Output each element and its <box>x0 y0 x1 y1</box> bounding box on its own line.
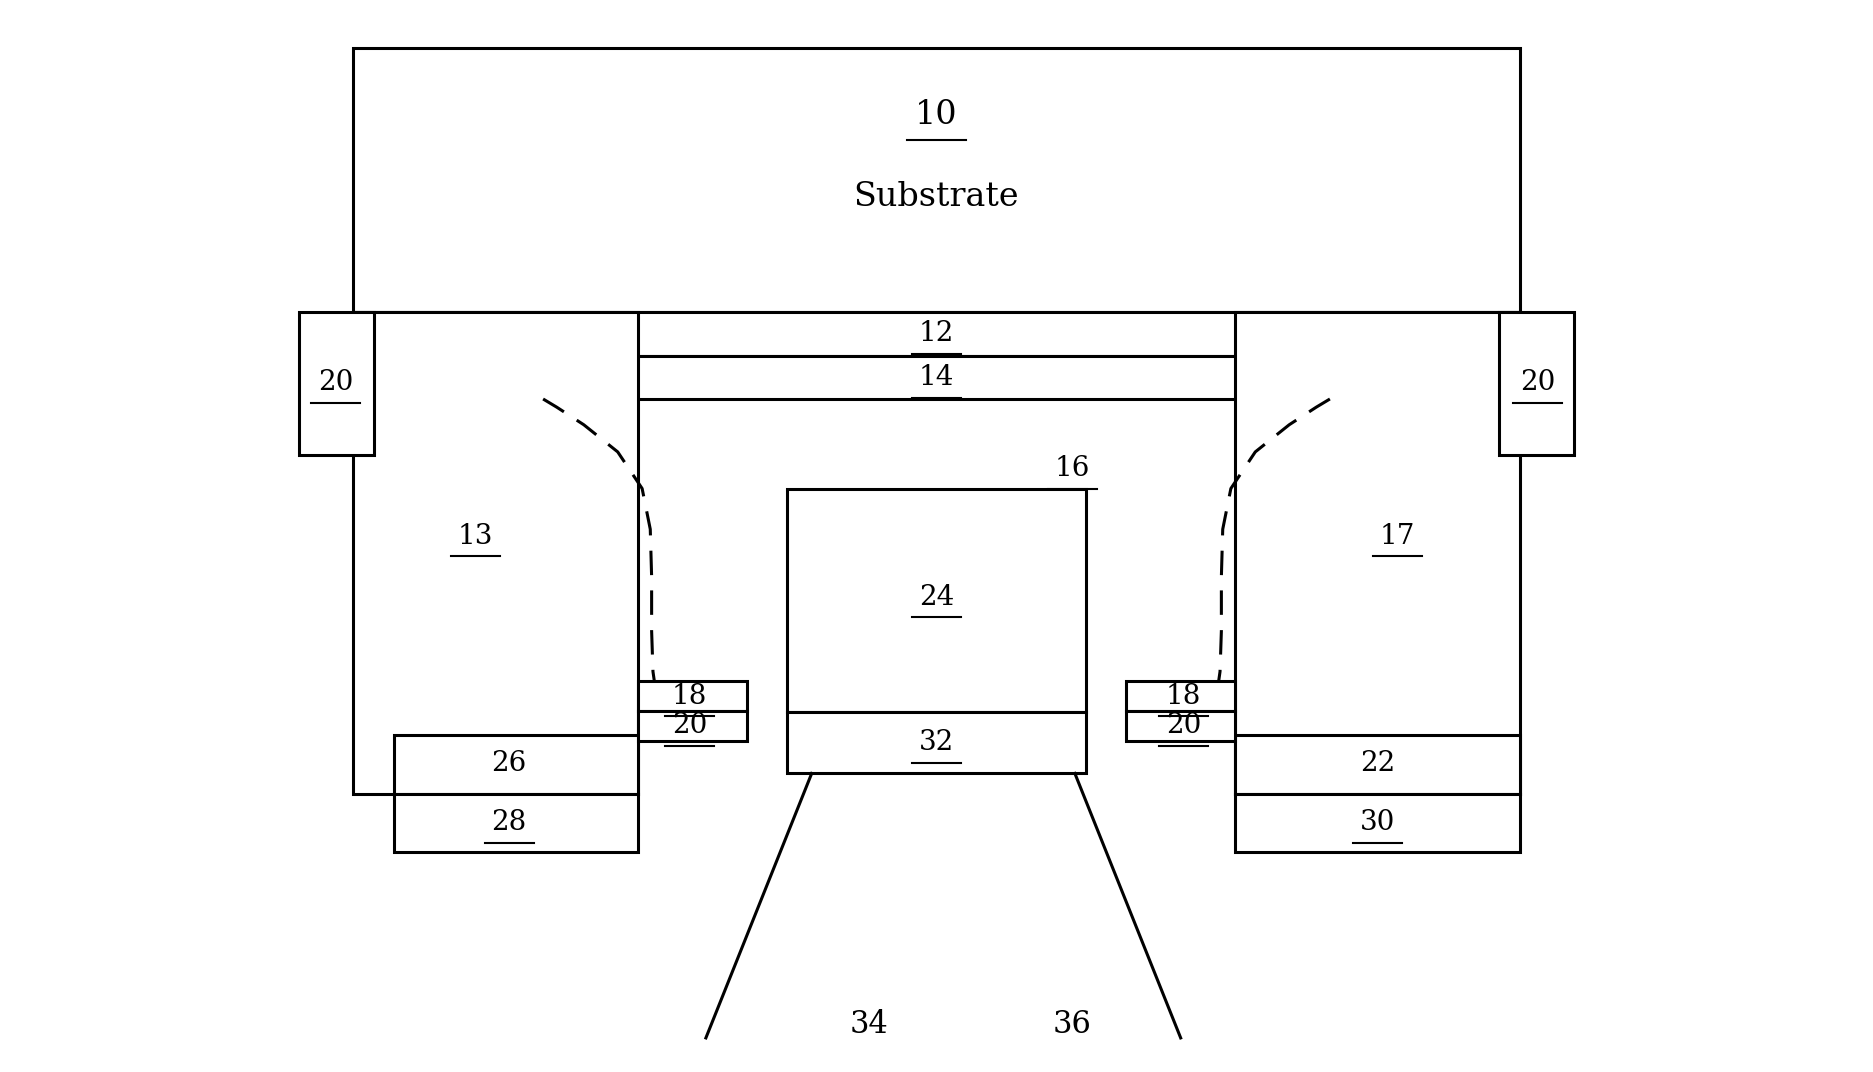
Text: Substrate: Substrate <box>854 181 1019 213</box>
Bar <box>639 681 747 711</box>
Bar <box>1126 711 1234 741</box>
Bar <box>354 47 1519 312</box>
Bar <box>787 713 1086 773</box>
Bar <box>354 312 1519 356</box>
Text: 20: 20 <box>672 713 708 740</box>
Bar <box>408 356 1465 399</box>
Text: 36: 36 <box>1053 1009 1092 1040</box>
Text: 24: 24 <box>920 583 953 611</box>
Bar <box>1126 681 1234 711</box>
Text: 18: 18 <box>1165 683 1201 710</box>
Bar <box>300 312 373 455</box>
Text: 34: 34 <box>848 1009 888 1040</box>
Text: 14: 14 <box>920 363 953 391</box>
Bar <box>639 711 747 741</box>
Bar <box>1234 312 1519 793</box>
Bar <box>1234 793 1519 852</box>
Text: 17: 17 <box>1380 522 1416 550</box>
Bar <box>787 489 1086 713</box>
Text: 30: 30 <box>1360 808 1395 836</box>
Text: 12: 12 <box>920 321 953 347</box>
Text: 26: 26 <box>491 750 526 777</box>
Text: 20: 20 <box>318 369 354 397</box>
Text: 13: 13 <box>457 522 493 550</box>
Bar <box>354 312 639 793</box>
Text: 18: 18 <box>672 683 708 710</box>
Text: 32: 32 <box>920 729 953 756</box>
Text: 28: 28 <box>491 808 526 836</box>
Text: 16: 16 <box>1054 455 1090 481</box>
Text: 20: 20 <box>1165 713 1201 740</box>
Bar <box>393 735 639 793</box>
Text: 10: 10 <box>916 100 957 132</box>
Bar <box>1234 735 1519 793</box>
Text: 20: 20 <box>1519 369 1555 397</box>
Text: 22: 22 <box>1360 750 1395 777</box>
Bar <box>1500 312 1573 455</box>
Bar <box>393 793 639 852</box>
